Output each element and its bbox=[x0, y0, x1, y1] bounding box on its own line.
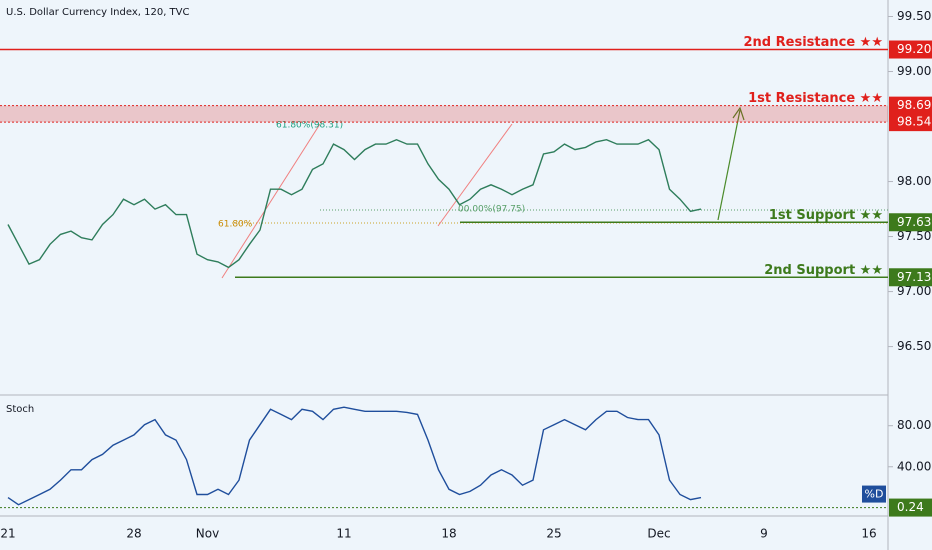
x-tick-label: 21 bbox=[0, 527, 15, 541]
fib-label: 61.80%(98.31) bbox=[276, 121, 343, 131]
pane-title: Stoch bbox=[6, 404, 34, 415]
chart-title: U.S. Dollar Currency Index, 120, TVC bbox=[6, 7, 190, 18]
y-tick-label: 99.00 bbox=[897, 64, 931, 78]
y-tick-label: 97.00 bbox=[897, 284, 931, 298]
price-badge-label: 97.63 bbox=[897, 215, 931, 229]
price-badge-label: 98.69 bbox=[897, 98, 931, 112]
x-tick-label: 9 bbox=[760, 527, 768, 541]
y-tick-label: 99.50 bbox=[897, 9, 931, 23]
level-name: 1st Resistance ★★ bbox=[748, 91, 883, 106]
data-line bbox=[7, 406, 702, 506]
price-badge-label: 99.20 bbox=[897, 42, 931, 56]
y-tick-label: 80.00 bbox=[897, 418, 931, 432]
level-name: 2nd Support ★★ bbox=[764, 263, 883, 278]
fib-label: 61.80% bbox=[218, 220, 253, 230]
price-badge-label: 98.54 bbox=[897, 115, 931, 129]
price-badge bbox=[889, 268, 932, 287]
x-tick-label: Nov bbox=[196, 527, 219, 541]
level-name: 2nd Resistance ★★ bbox=[744, 35, 884, 50]
fib-line bbox=[221, 123, 321, 279]
x-tick-label: 18 bbox=[441, 527, 456, 541]
y-tick-label: 40.00 bbox=[897, 459, 931, 473]
data-line bbox=[7, 138, 702, 269]
resistance-zone bbox=[0, 105, 888, 123]
y-tick-label: 98.00 bbox=[897, 174, 931, 188]
x-tick-label: 25 bbox=[546, 527, 561, 541]
level-badge-label: 0.24 bbox=[897, 500, 924, 514]
price-badge bbox=[889, 96, 932, 115]
fib-line bbox=[437, 123, 513, 227]
y-tick-label: 96.50 bbox=[897, 339, 931, 353]
price-badge bbox=[889, 213, 932, 232]
fib-label: 00.00%(97.75) bbox=[458, 205, 525, 215]
series-badge bbox=[862, 485, 886, 503]
price-badge-label: 97.13 bbox=[897, 270, 931, 284]
projection-arrow bbox=[717, 109, 741, 221]
price-badge bbox=[889, 40, 932, 59]
level-badge bbox=[889, 498, 932, 517]
x-tick-label: 16 bbox=[861, 527, 876, 541]
price-badge bbox=[889, 113, 932, 132]
x-tick-label: 28 bbox=[126, 527, 141, 541]
x-tick-label: 11 bbox=[336, 527, 351, 541]
y-tick-label: 97.50 bbox=[897, 229, 931, 243]
x-tick-label: Dec bbox=[647, 527, 670, 541]
level-name: 1st Support ★★ bbox=[769, 208, 883, 223]
arrow-head bbox=[732, 106, 745, 121]
series-badge-label: %D bbox=[865, 488, 884, 501]
